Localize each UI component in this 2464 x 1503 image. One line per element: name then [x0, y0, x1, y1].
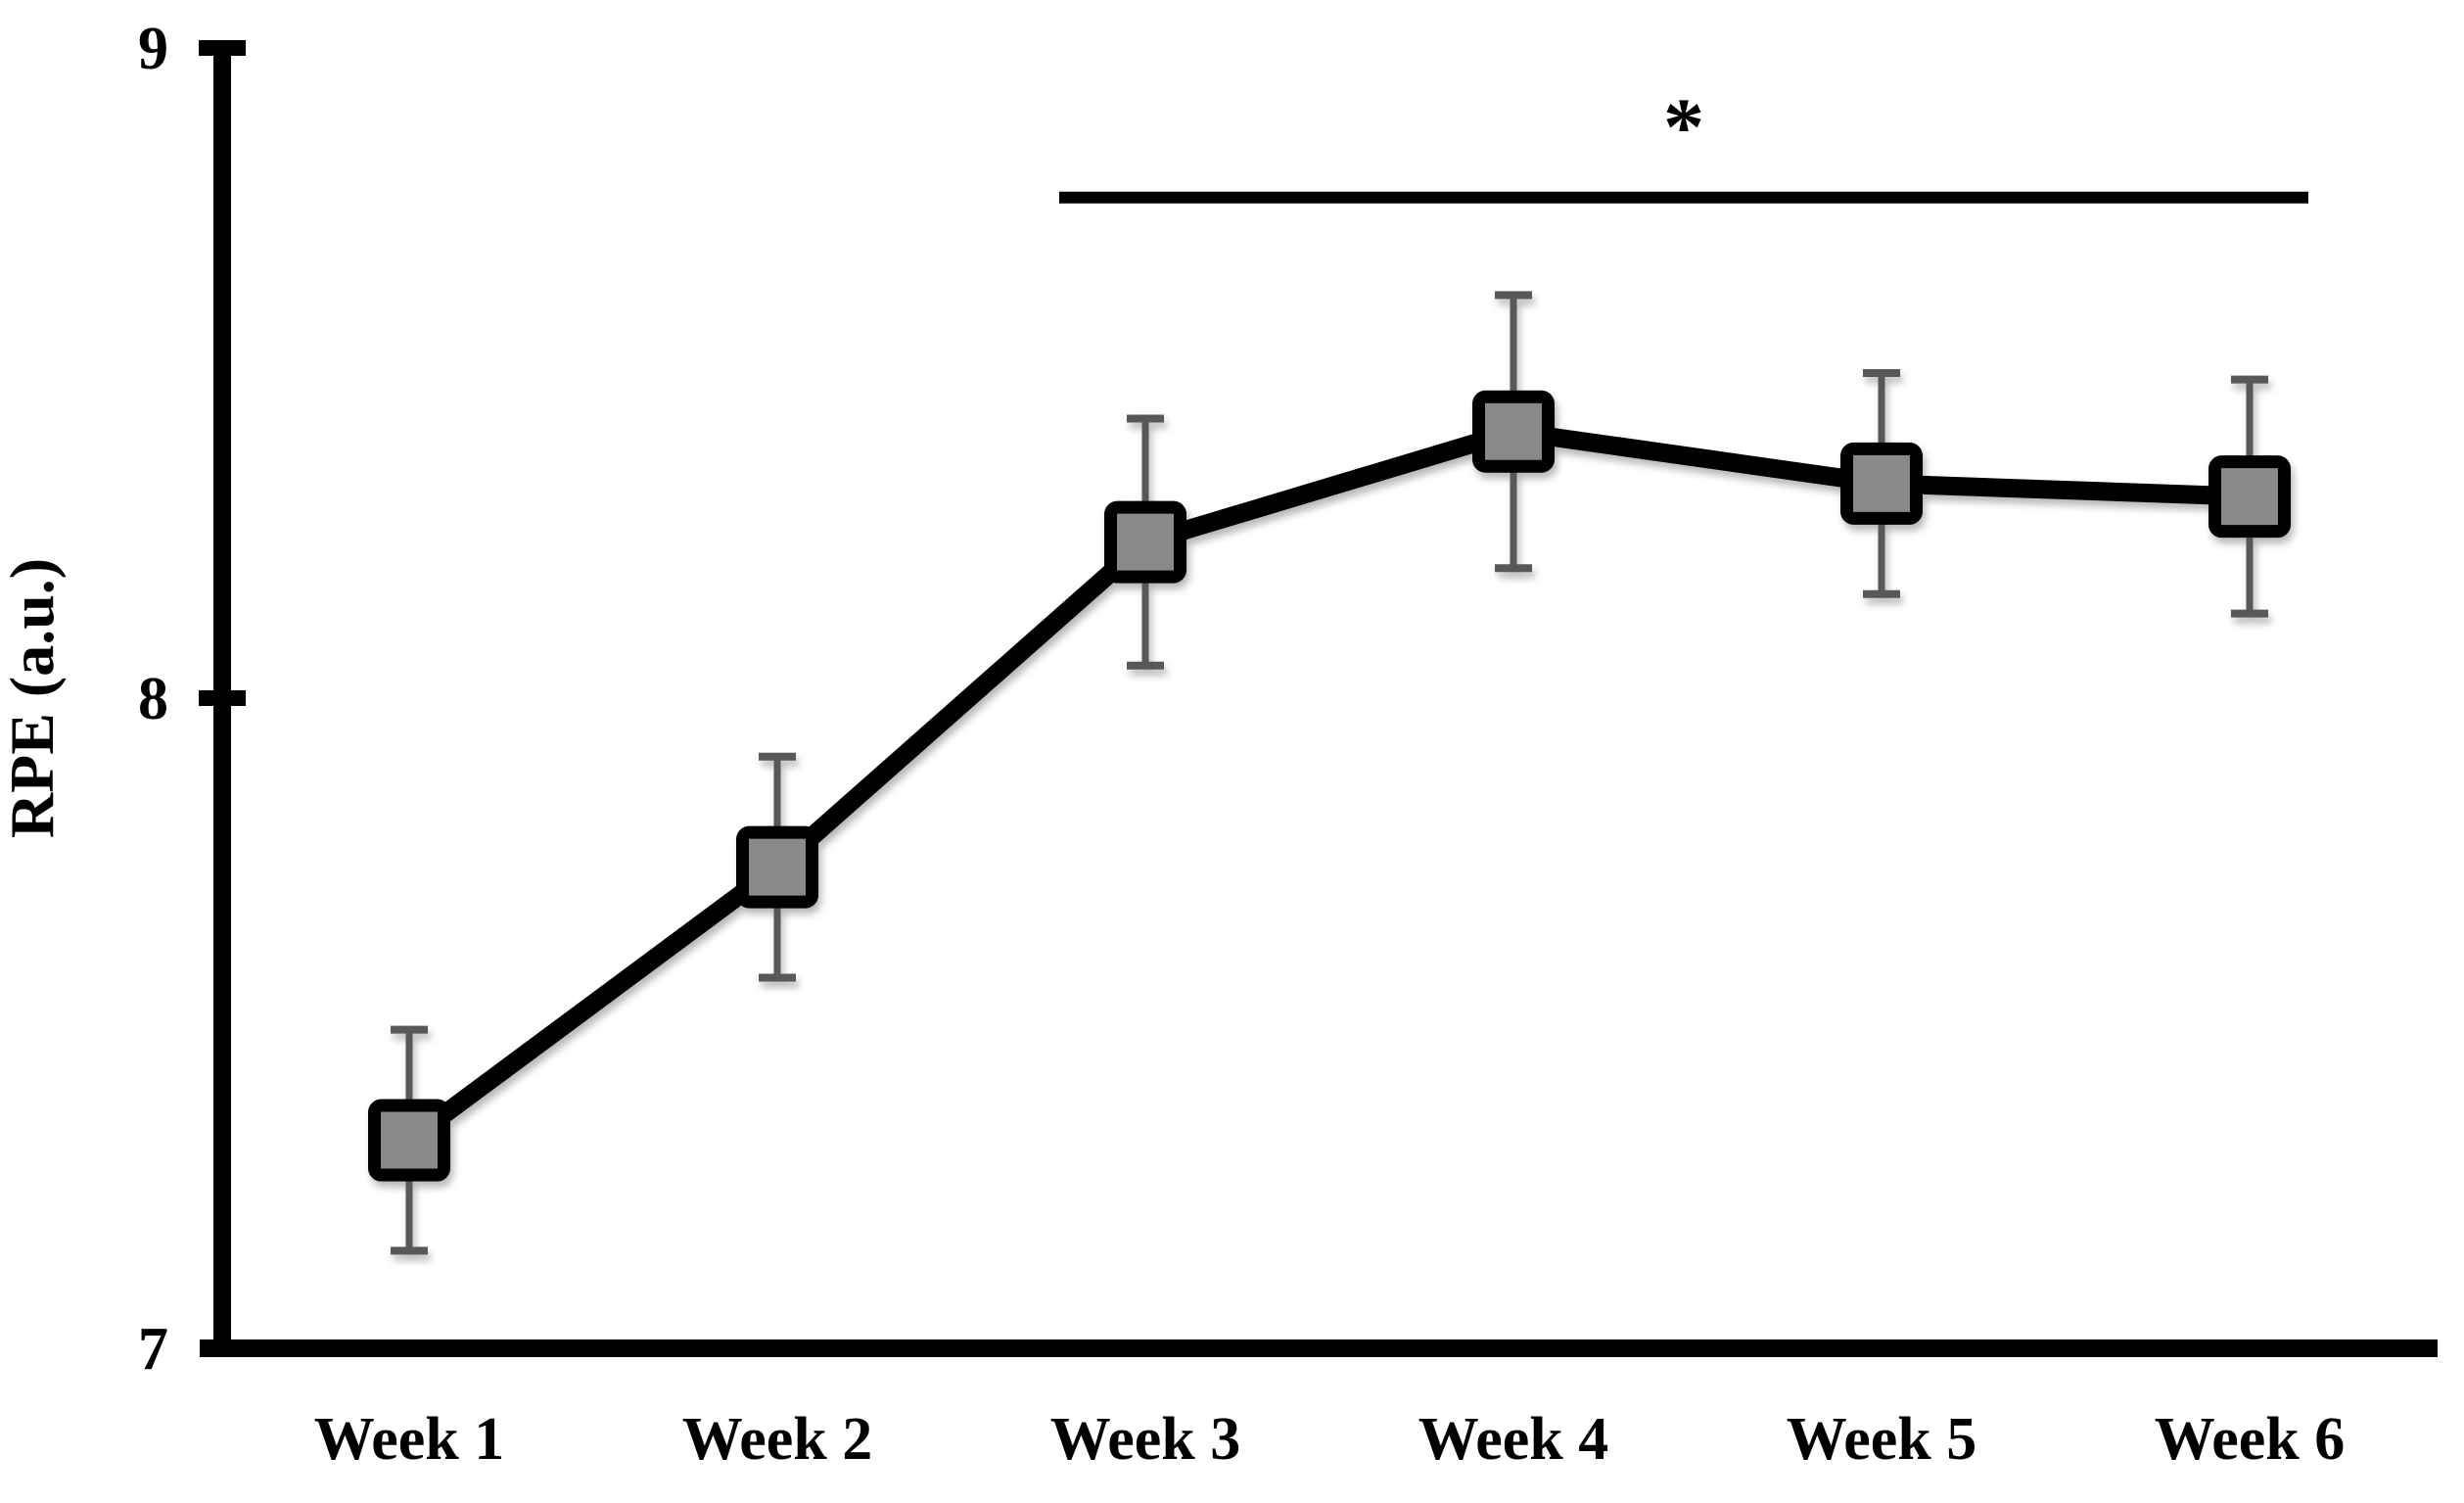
- labels-layer: 7 8 9 Week 1 Week 2 Week 3 Week 4 Week 5 Week 6 R…: [0, 16, 2345, 1473]
- data-layer: [368, 291, 2291, 1255]
- data-point-week-6: [2208, 455, 2291, 539]
- data-point-week-5: [1840, 442, 1923, 525]
- y-tick-label-7: 7: [138, 1316, 168, 1383]
- y-tick-label-8: 8: [138, 666, 168, 732]
- axes-layer: [199, 40, 2438, 1357]
- x-axis-line: [200, 1339, 2438, 1357]
- data-point-week-3: [1104, 500, 1186, 584]
- significance-asterisk: *: [1663, 82, 1704, 173]
- data-point-week-1: [368, 1099, 450, 1182]
- y-tick-9: [199, 40, 246, 56]
- series-line: [399, 422, 2259, 1151]
- y-tick-label-9: 9: [138, 16, 168, 82]
- data-point-week-4: [1472, 390, 1555, 473]
- y-axis-title: RPE (a.u.): [0, 558, 67, 838]
- x-category-label-week-4: Week 4: [1418, 1406, 1609, 1473]
- y-tick-8: [199, 690, 246, 706]
- x-category-label-week-2: Week 2: [682, 1406, 873, 1473]
- x-category-label-week-3: Week 3: [1050, 1406, 1241, 1473]
- x-category-label-week-5: Week 5: [1787, 1406, 1977, 1473]
- annotation-layer: *: [1059, 82, 2308, 204]
- x-category-label-week-1: Week 1: [314, 1406, 505, 1473]
- x-category-label-week-6: Week 6: [2155, 1406, 2346, 1473]
- data-point-week-2: [736, 825, 818, 909]
